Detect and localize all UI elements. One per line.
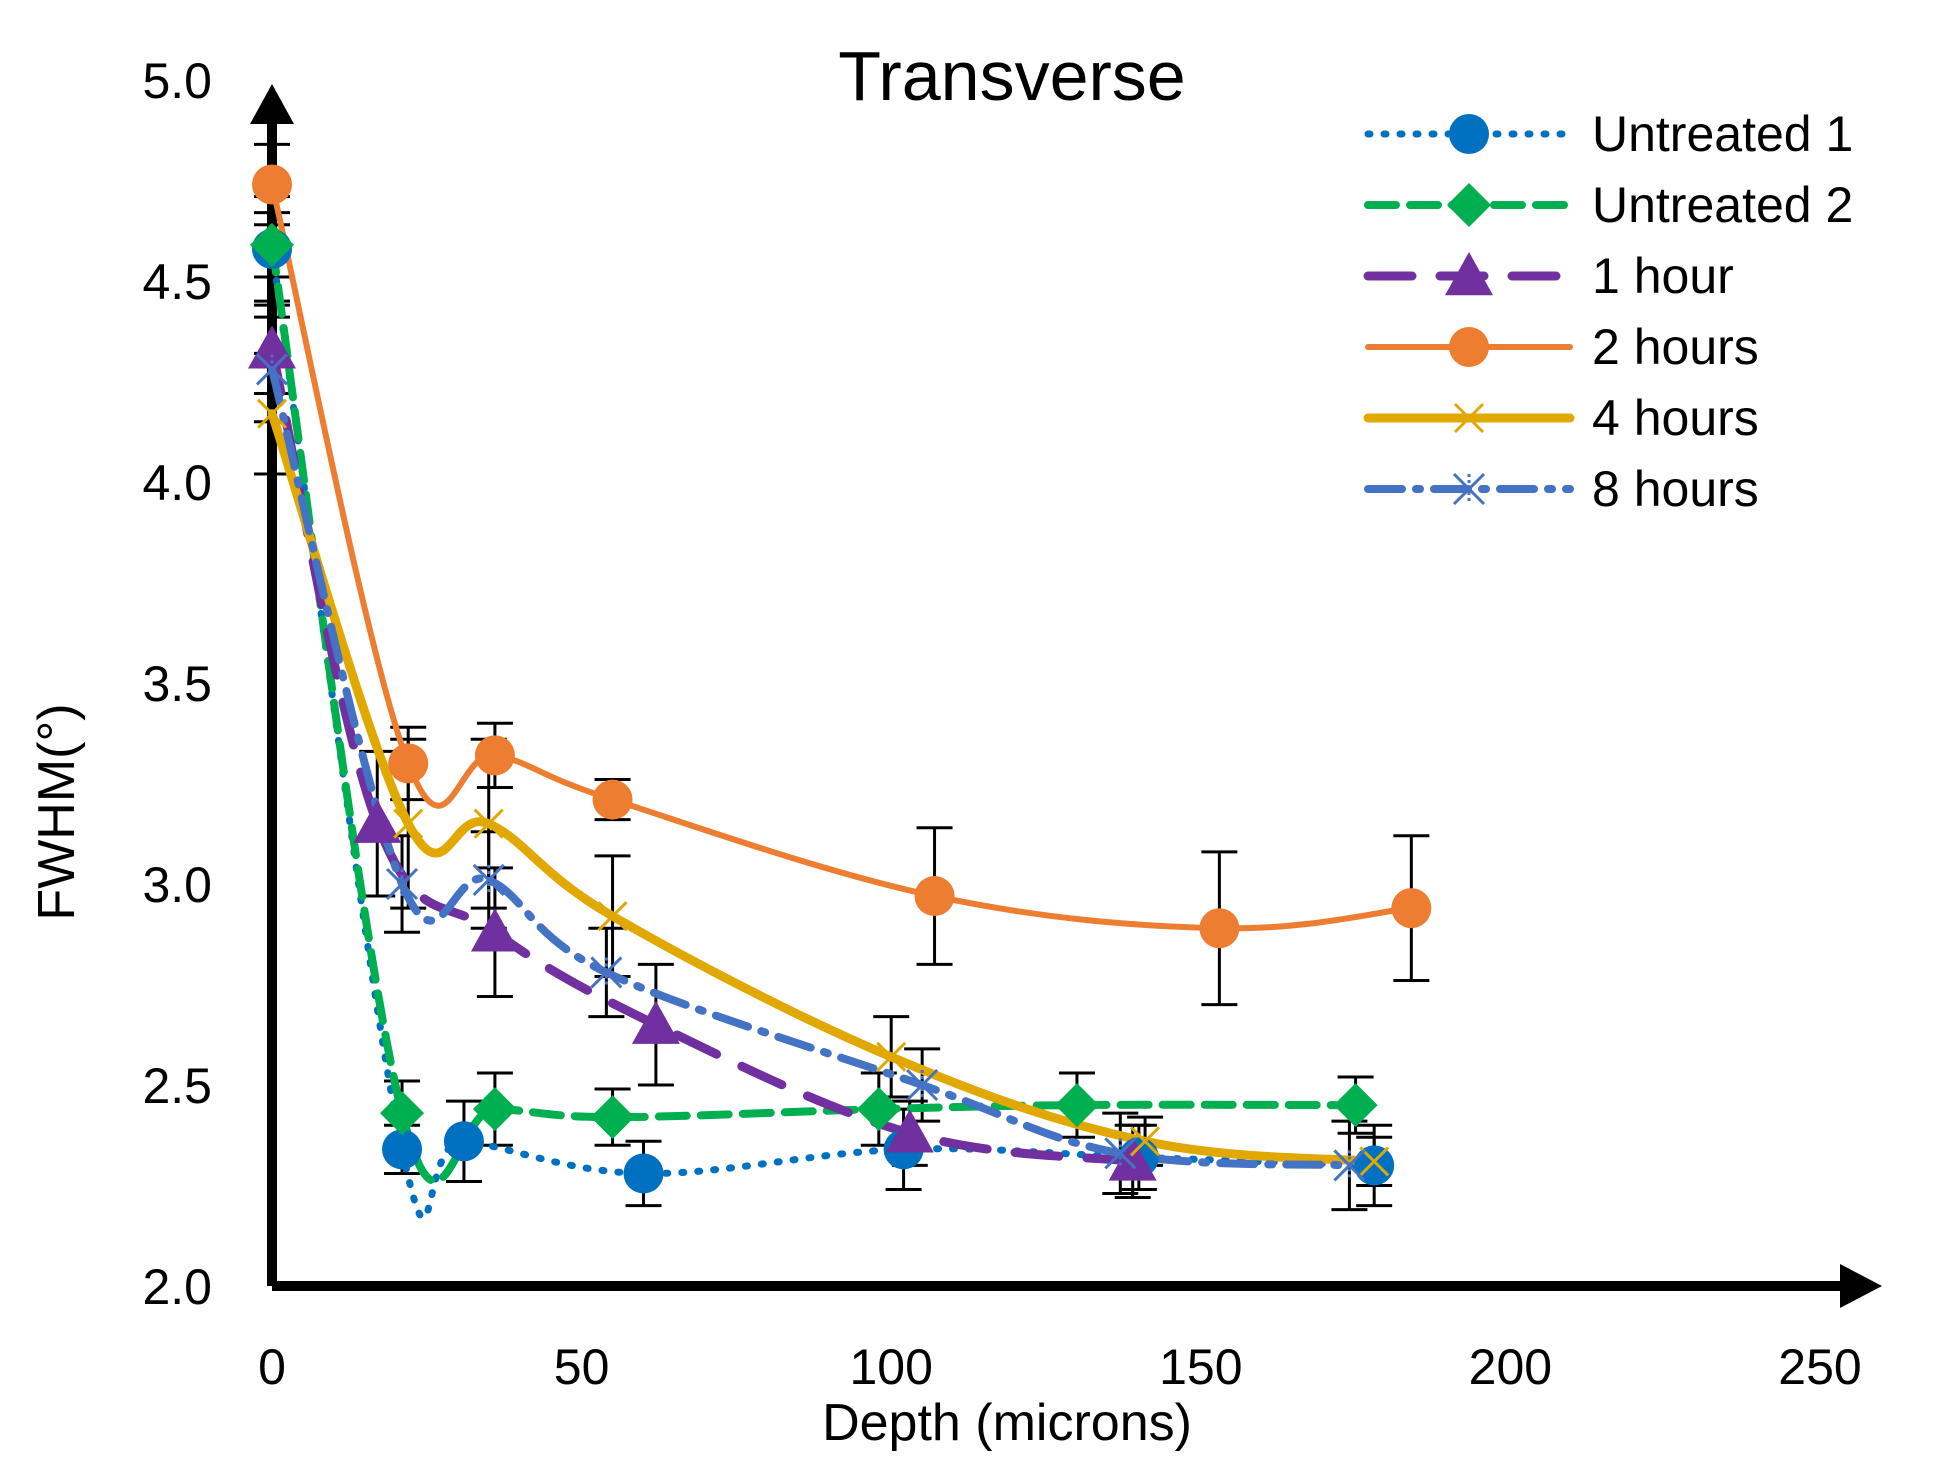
data-point	[473, 808, 504, 839]
data-point	[590, 956, 623, 989]
data-point	[914, 876, 955, 917]
legend-marker	[1449, 327, 1489, 367]
y-axis-title: FWHM(°)	[28, 703, 86, 920]
data-point	[443, 1121, 484, 1162]
legend-marker	[1445, 252, 1493, 296]
x-tick-label: 0	[258, 1339, 286, 1395]
data-point	[592, 779, 633, 820]
data-point	[380, 1091, 425, 1136]
legend-label: 8 hours	[1592, 461, 1759, 517]
legend: Untreated 1 Untreated 2 1 hour 2 hours 4 hou…	[1363, 106, 1853, 517]
series-line	[268, 365, 1354, 1170]
series-line	[267, 344, 1138, 1166]
legend-entry: 1 hour	[1363, 248, 1734, 304]
data-point	[256, 398, 288, 429]
series-lines	[267, 181, 1415, 1222]
data-point	[382, 1129, 423, 1170]
data-point	[906, 1068, 939, 1102]
x-axis-arrow	[1840, 1264, 1882, 1308]
data-point	[353, 799, 402, 843]
data-point	[885, 1109, 934, 1153]
legend-marker	[1447, 183, 1491, 227]
data-point	[856, 1087, 901, 1132]
legend-entry: Untreated 2	[1364, 177, 1853, 233]
x-tick-label: 50	[554, 1339, 610, 1395]
legend-entry: 4 hours	[1363, 390, 1759, 446]
data-point	[597, 901, 628, 932]
data-point	[252, 164, 292, 205]
legend-marker	[1452, 472, 1486, 506]
chart-title: Transverse	[838, 37, 1186, 115]
series-line	[269, 181, 1415, 932]
y-tick-label: 4.0	[142, 455, 212, 511]
data-point	[1333, 1083, 1378, 1128]
data-point	[876, 1041, 907, 1072]
legend-label: 2 hours	[1592, 319, 1759, 375]
y-tick-label: 3.5	[142, 656, 212, 712]
legend-entry: 2 hours	[1365, 319, 1759, 375]
data-point	[590, 1095, 635, 1140]
legend-label: Untreated 1	[1592, 106, 1853, 162]
data-point	[1391, 888, 1432, 929]
data-point	[1199, 908, 1240, 949]
legend-entry: 8 hours	[1364, 461, 1759, 517]
data-point	[1108, 1137, 1157, 1181]
legend-marker	[1449, 114, 1489, 154]
legend-marker	[1453, 402, 1485, 434]
x-tick-label: 200	[1469, 1339, 1552, 1395]
data-point	[472, 863, 505, 897]
y-tick-label: 3.0	[142, 857, 212, 913]
series-line	[268, 240, 1360, 1185]
data-point	[1130, 1126, 1161, 1157]
data-point	[474, 735, 515, 776]
series-markers	[248, 164, 1432, 1194]
series-line	[268, 245, 1378, 1222]
y-tick-label: 2.0	[142, 1259, 212, 1315]
data-point	[1104, 1137, 1137, 1170]
data-point	[472, 1087, 517, 1132]
data-point	[1054, 1083, 1099, 1128]
x-tick-label: 100	[849, 1339, 932, 1395]
legend-label: 4 hours	[1592, 390, 1759, 446]
y-tick-label: 2.5	[142, 1058, 212, 1114]
error-bars	[254, 142, 1430, 1212]
legend-label: Untreated 2	[1592, 177, 1853, 233]
data-point	[388, 743, 429, 784]
data-point	[470, 908, 519, 952]
data-point	[1333, 1149, 1366, 1182]
axes: 0 50 100 150 200 250 2.0 2.5 3.0 3.5 4.0 4.5 5.0	[142, 53, 1882, 1395]
data-point	[631, 1000, 680, 1044]
y-tick-label: 4.5	[142, 254, 212, 310]
data-point	[255, 353, 289, 386]
x-tick-label: 250	[1778, 1339, 1861, 1395]
y-tick-label: 5.0	[142, 53, 212, 109]
legend-label: 1 hour	[1592, 248, 1734, 304]
legend-entry: Untreated 1	[1364, 106, 1853, 162]
data-point	[393, 808, 424, 839]
y-axis-arrow	[250, 84, 294, 124]
data-point	[250, 222, 294, 267]
x-tick-label: 150	[1159, 1339, 1242, 1395]
x-axis-title: Depth (microns)	[822, 1394, 1192, 1452]
data-point	[385, 867, 419, 901]
data-point	[1354, 1145, 1395, 1186]
data-point	[623, 1153, 664, 1194]
